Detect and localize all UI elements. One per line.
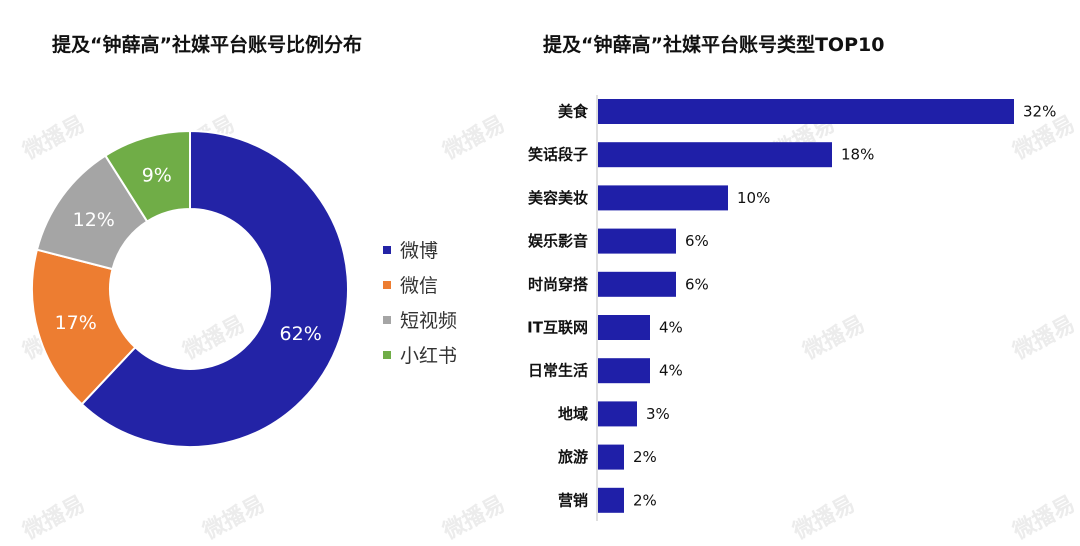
category-label: 营销	[558, 491, 588, 509]
donut-slice	[80, 129, 349, 448]
category-label: 时尚穿搭	[528, 275, 588, 293]
bar-value-label: 18%	[841, 146, 874, 164]
bar-chart-title: 提及“钟薛高”社媒平台账号类型TOP10	[543, 34, 885, 56]
bar	[598, 358, 650, 384]
bar-value-label: 2%	[633, 448, 657, 466]
category-label: 娱乐影音	[528, 232, 588, 250]
category-label: 美容美妆	[528, 189, 588, 207]
donut-chart-title: 提及“钟薛高”社媒平台账号比例分布	[52, 34, 362, 56]
slice-value-label: 17%	[55, 312, 97, 334]
category-label: 地域	[558, 405, 588, 423]
bar	[598, 142, 832, 168]
bar	[598, 185, 728, 211]
bar	[598, 99, 1014, 124]
bar-value-label: 6%	[685, 275, 709, 293]
legend-item-xiaohongshu: 小红书	[383, 337, 457, 372]
bar	[598, 315, 650, 340]
bar-value-label: 2%	[633, 491, 657, 509]
slice-value-label: 12%	[73, 209, 115, 231]
bar-value-label: 3%	[646, 405, 670, 423]
bar	[598, 401, 637, 427]
legend-label: 微博	[400, 240, 439, 262]
bar	[598, 444, 624, 470]
legend-item-short-video: 短视频	[383, 302, 457, 337]
legend-label: 短视频	[400, 310, 458, 332]
bar	[598, 487, 624, 513]
category-label: 旅游	[558, 448, 588, 466]
donut-chart: 62% 17% 12% 9%	[31, 129, 349, 448]
bar-value-label: 4%	[659, 362, 683, 380]
legend-swatch	[383, 245, 391, 254]
bar-value-label: 4%	[659, 319, 683, 337]
bar	[598, 271, 676, 297]
legend-swatch	[383, 350, 391, 359]
bar-value-label: 10%	[737, 189, 770, 207]
category-label: 笑话段子	[528, 146, 588, 164]
bar-chart: 美食 32% 笑话段子 18% 美容美妆 10% 娱乐影音 6% 时尚穿搭 6% IT互联网 4% 日常…	[527, 95, 1056, 521]
donut-legend: 微博 微信 短视频 小红书	[383, 232, 457, 372]
donut-chart-panel: 提及“钟薛高”社媒平台账号比例分布 62% 17% 12% 9% 微博 微信 短视频 …	[0, 0, 520, 537]
bar	[598, 228, 676, 254]
slice-value-label: 9%	[142, 165, 172, 187]
legend-swatch	[383, 315, 391, 324]
donut-slice	[31, 248, 137, 406]
legend-swatch	[383, 280, 391, 289]
legend-item-weibo: 微博	[383, 232, 457, 267]
bar-chart-panel: 提及“钟薛高”社媒平台账号类型TOP10 美食 32% 笑话段子 18% 美容美妆 10%…	[520, 0, 1080, 537]
category-label: 美食	[558, 103, 589, 121]
donut-slice	[103, 129, 191, 223]
legend-item-weixin: 微信	[383, 267, 457, 302]
legend-label: 小红书	[400, 345, 458, 367]
slice-value-label: 62%	[280, 323, 322, 345]
legend-label: 微信	[400, 275, 439, 297]
category-label: IT互联网	[527, 319, 588, 337]
bar-value-label: 32%	[1023, 103, 1056, 121]
category-label: 日常生活	[528, 362, 588, 380]
bar-value-label: 6%	[685, 232, 709, 250]
